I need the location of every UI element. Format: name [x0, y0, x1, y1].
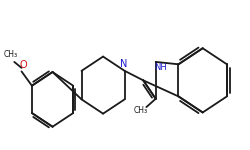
Text: N: N	[120, 59, 127, 69]
Text: CH₃: CH₃	[4, 50, 18, 59]
Text: NH: NH	[154, 63, 167, 72]
Text: O: O	[20, 60, 28, 70]
Text: CH₃: CH₃	[134, 106, 148, 115]
